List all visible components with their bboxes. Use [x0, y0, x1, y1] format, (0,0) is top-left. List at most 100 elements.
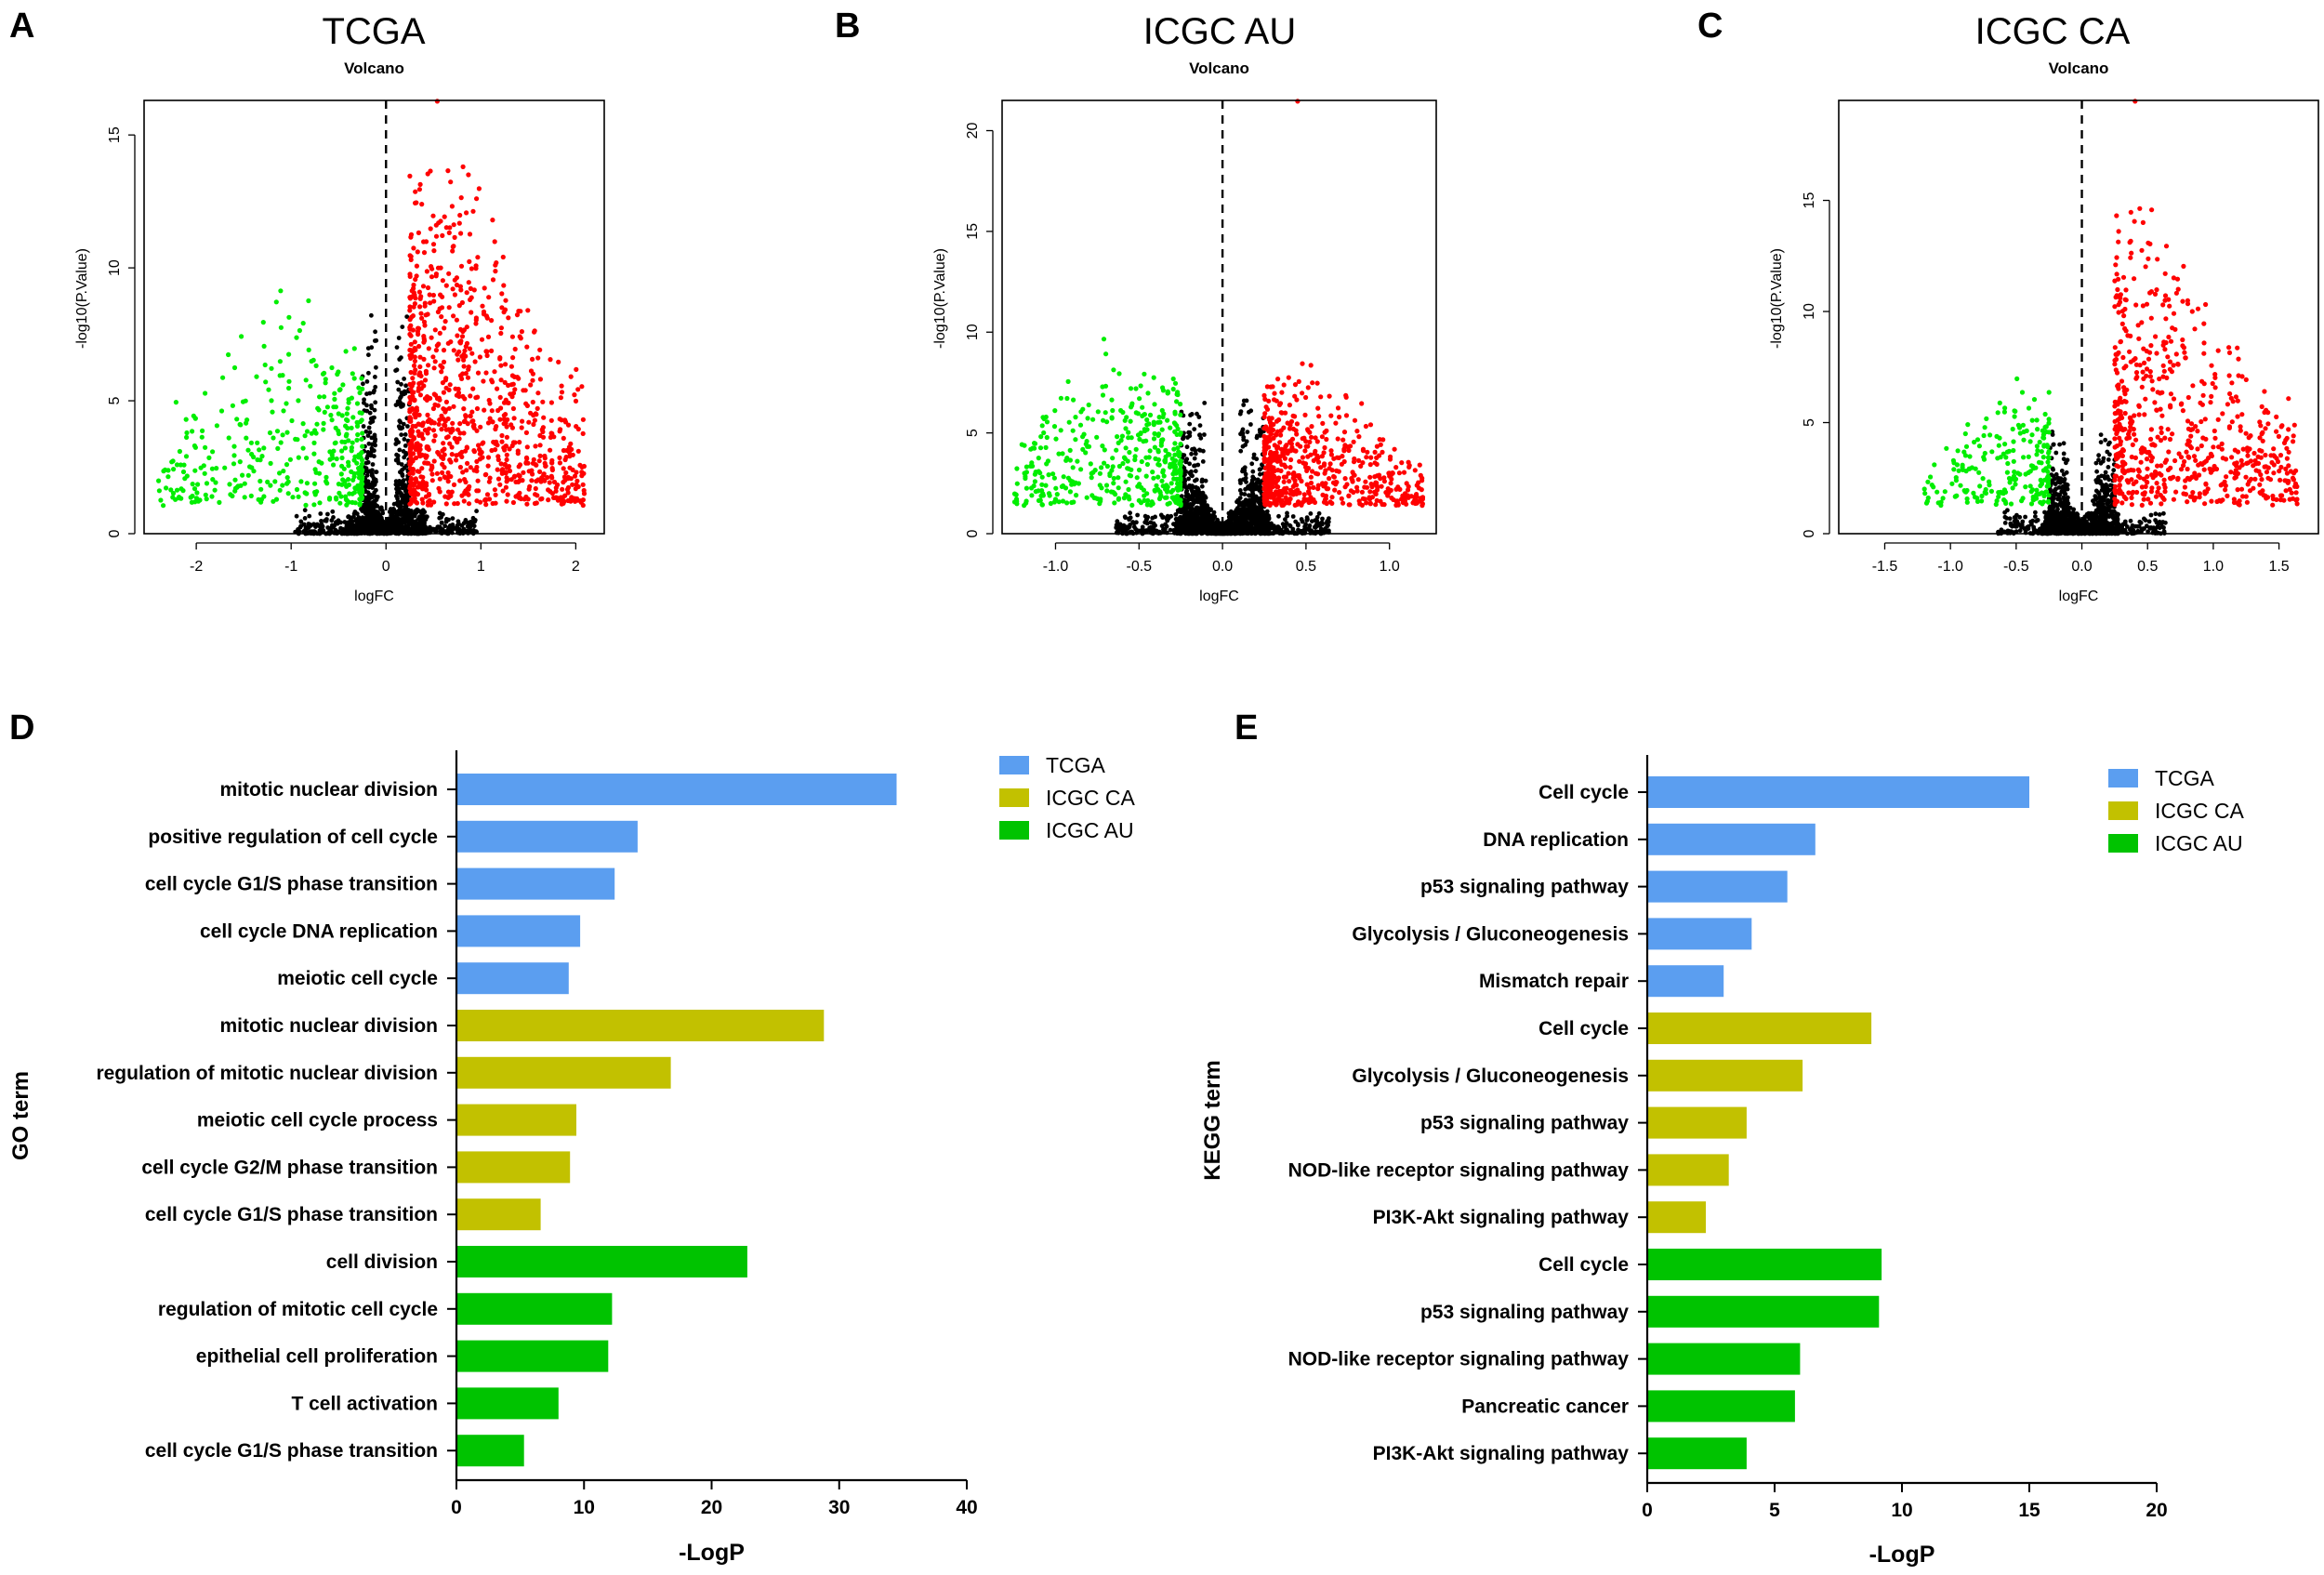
- point-ns: [395, 523, 401, 529]
- point-down: [1142, 427, 1147, 432]
- point-up: [454, 453, 459, 458]
- point-down: [1121, 455, 1128, 460]
- point-down: [192, 499, 198, 505]
- point-down: [359, 450, 364, 456]
- point-ns: [1243, 475, 1248, 481]
- point-ns: [376, 518, 381, 523]
- point-down: [1172, 380, 1179, 386]
- point-up: [464, 210, 469, 216]
- point-down: [1039, 423, 1045, 429]
- point-down: [1162, 495, 1169, 500]
- point-ns: [1238, 448, 1244, 454]
- point-up: [421, 334, 427, 339]
- point-up: [525, 308, 531, 313]
- point-ns: [372, 407, 377, 413]
- point-down: [1178, 402, 1183, 407]
- point-ns: [1316, 510, 1322, 516]
- point-up: [435, 265, 442, 271]
- point-up: [429, 274, 435, 280]
- point-ns: [1237, 519, 1243, 524]
- point-up: [517, 490, 522, 496]
- point-up: [451, 482, 457, 488]
- point-up: [407, 308, 413, 313]
- point-ns: [1114, 525, 1119, 530]
- point-down: [306, 298, 311, 304]
- point-down: [328, 412, 334, 418]
- point-up: [434, 343, 440, 349]
- point-up: [452, 234, 457, 240]
- point-ns: [329, 518, 335, 523]
- point-up: [521, 470, 526, 475]
- point-down: [1123, 445, 1129, 451]
- point-ns: [1181, 436, 1186, 442]
- point-down: [1173, 464, 1179, 470]
- point-down: [1175, 391, 1181, 398]
- point-up: [431, 499, 437, 505]
- point-up: [573, 398, 579, 404]
- point-up: [514, 312, 521, 318]
- point-down: [350, 415, 356, 420]
- point-up: [451, 222, 456, 228]
- point-up: [421, 356, 427, 362]
- point-ns: [1240, 523, 1245, 528]
- point-up: [417, 370, 423, 376]
- point-ns: [372, 454, 376, 459]
- point-down: [323, 380, 328, 386]
- point-up: [531, 421, 536, 428]
- point-up: [477, 354, 483, 360]
- point-ns: [1290, 514, 1296, 519]
- point-ns: [1186, 476, 1191, 482]
- point-up: [433, 233, 440, 239]
- point-up: [438, 363, 443, 368]
- point-ns: [364, 403, 369, 408]
- point-down: [218, 408, 225, 414]
- point-up: [410, 423, 416, 429]
- point-up: [470, 386, 476, 391]
- point-down: [1022, 503, 1027, 509]
- point-down: [203, 492, 208, 497]
- point-down: [1043, 444, 1049, 450]
- point-up: [411, 304, 416, 310]
- point-down: [1112, 500, 1117, 506]
- point-ns: [393, 517, 399, 522]
- point-down: [242, 481, 247, 486]
- point-up: [503, 362, 508, 367]
- point-ns: [400, 485, 405, 491]
- point-down: [345, 405, 350, 411]
- point-down: [311, 502, 317, 508]
- point-ns: [1151, 521, 1156, 526]
- point-up: [423, 481, 429, 486]
- point-down: [285, 479, 291, 484]
- point-ns: [1181, 517, 1186, 522]
- point-down: [1046, 472, 1051, 478]
- point-down: [278, 324, 284, 330]
- point-up: [484, 492, 491, 497]
- point-up: [551, 479, 558, 485]
- point-ns: [1228, 509, 1234, 514]
- point-up: [1310, 380, 1315, 386]
- point-up: [445, 479, 451, 484]
- point-down: [1116, 496, 1121, 502]
- point-down: [312, 481, 318, 486]
- point-down: [1014, 466, 1020, 471]
- point-ns: [1299, 529, 1304, 534]
- point-up: [456, 349, 462, 354]
- point-up: [411, 390, 416, 395]
- point-up: [461, 364, 467, 369]
- point-down: [350, 440, 355, 445]
- point-up: [409, 466, 415, 471]
- point-up: [508, 422, 514, 428]
- point-up: [1305, 454, 1311, 459]
- x-tick-label: 2: [572, 559, 580, 575]
- point-ns: [1179, 510, 1184, 515]
- point-down: [1086, 443, 1092, 449]
- point-down: [1159, 478, 1165, 483]
- point-ns: [1200, 503, 1206, 509]
- point-ns: [398, 419, 403, 425]
- point-ns: [1128, 523, 1132, 527]
- point-ns: [323, 518, 327, 523]
- point-up: [410, 429, 416, 434]
- point-down: [1058, 428, 1063, 433]
- point-ns: [401, 421, 406, 427]
- point-down: [1054, 492, 1060, 497]
